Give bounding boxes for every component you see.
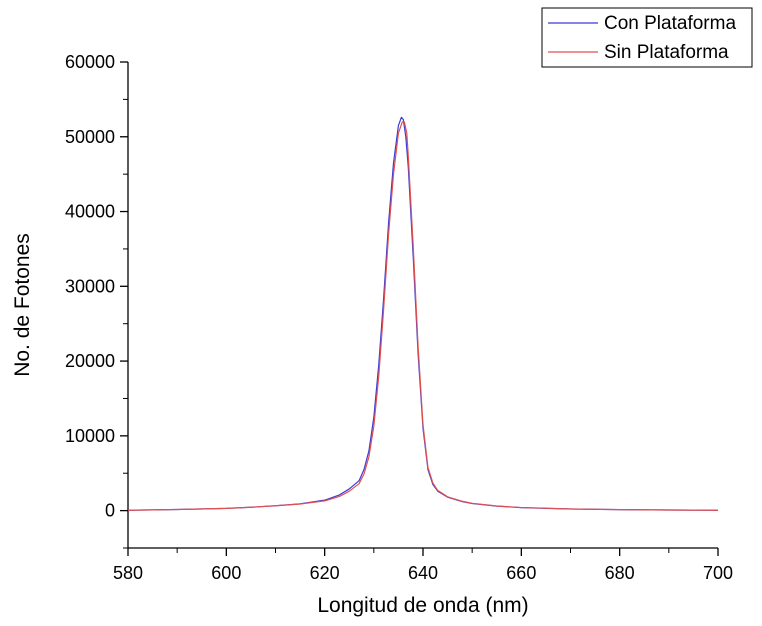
legend: Con Plataforma Sin Plataforma — [541, 7, 753, 68]
y-tick-label: 20000 — [65, 351, 115, 371]
series-line-sin-plataforma — [127, 121, 719, 511]
y-ticks: 0 10000 20000 30000 40000 50000 60000 — [65, 52, 128, 549]
y-tick-label: 60000 — [65, 52, 115, 72]
y-tick-label: 50000 — [65, 127, 115, 147]
x-axis-title: Longitud de onda (nm) — [317, 594, 528, 617]
y-axis-title: No. de Fotones — [11, 233, 34, 377]
legend-label-sin-plataforma: Sin Plataforma — [604, 42, 729, 63]
x-tick-label: 680 — [605, 563, 635, 583]
series-line-con-plataforma — [127, 116, 719, 511]
x-tick-label: 700 — [703, 563, 733, 583]
axes — [127, 62, 718, 549]
x-tick-label: 660 — [506, 563, 536, 583]
y-tick-label: 30000 — [65, 276, 115, 296]
x-ticks: 580 600 620 640 660 680 700 — [113, 548, 733, 583]
y-tick-label: 10000 — [65, 426, 115, 446]
x-tick-label: 620 — [310, 563, 340, 583]
legend-box — [541, 7, 753, 68]
x-tick-label: 640 — [408, 563, 438, 583]
y-tick-label: 0 — [105, 501, 115, 521]
x-tick-label: 580 — [113, 563, 143, 583]
y-tick-label: 40000 — [65, 202, 115, 222]
legend-label-con-plataforma: Con Plataforma — [604, 13, 736, 34]
series-layer — [127, 116, 719, 511]
x-tick-label: 600 — [211, 563, 241, 583]
